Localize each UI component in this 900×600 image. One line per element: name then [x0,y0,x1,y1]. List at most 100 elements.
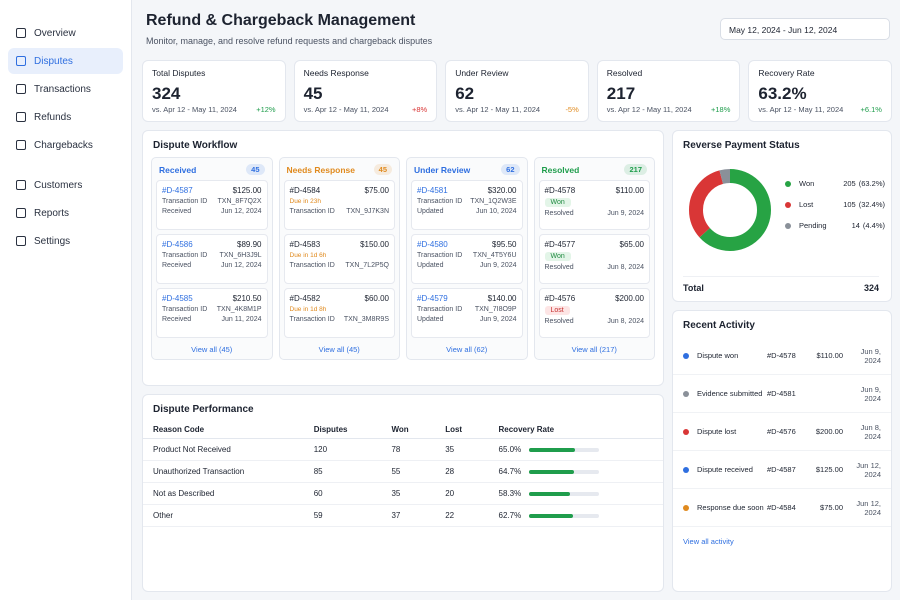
activity-item[interactable]: Dispute won #D-4578 $110.00 Jun 9, 2024 [673,337,891,375]
activity-item[interactable]: Response due soon #D-4584 $75.00 Jun 12, 20… [673,489,891,527]
kpi-period: vs. Apr 12 - May 11, 2024 [758,105,844,114]
nav-icon [16,112,26,122]
dispute-card[interactable]: #D-4577 $65.00 Won Resolved Jun 8, 2024 [538,234,650,284]
nav-item[interactable]: Customers [8,172,123,198]
panel-title: Dispute Workflow [153,140,238,151]
cell-reason: Other [143,504,304,527]
dispute-card[interactable]: #D-4587 $125.00 Transaction ID TXN_8F7Q2X Re… [156,180,268,230]
dispute-card[interactable]: #D-4584 $75.00 Due in 23h Transaction ID TXN… [283,180,395,230]
activity-item[interactable]: Dispute received #D-4587 $125.00 Jun 12, 20… [673,451,891,489]
kpi-card: Under Review 62 vs. Apr 12 - May 11, 2024 -… [445,60,589,122]
dispute-id: #D-4583 [289,240,321,249]
table-row: Not as Described 60 35 20 58.3% [143,482,663,505]
view-all-link[interactable]: View all (45) [318,345,360,354]
nav-icon [16,84,26,94]
nav-item[interactable]: Disputes [8,48,123,74]
activity-event: Evidence submitted [697,389,763,398]
row-label: Updated [417,316,444,323]
dispute-amount: $110.00 [615,186,644,195]
dispute-id: #D-4576 [544,294,576,303]
row-value: Jun 9, 2024 [607,210,644,217]
row-label: Updated [417,208,444,215]
dispute-card[interactable]: #D-4582 $60.00 Due in 1d 8h Transaction ID T… [283,288,395,338]
legend-item: Lost 105 (32.4%) [785,200,885,209]
activity-item[interactable]: Dispute lost #D-4576 $200.00 Jun 8, 2024 [673,413,891,451]
column-name: Needs Response [286,164,356,175]
card-row: Transaction ID TXN_8F7Q2X [162,198,262,205]
rate-label: 58.3% [498,489,522,498]
dispute-card[interactable]: #D-4583 $150.00 Due in 1d 6h Transaction ID… [283,234,395,284]
legend-count: 14 [851,221,860,230]
workflow-column: Received 45 #D-4587 $125.00 Transaction ID TX… [151,157,273,360]
nav-item[interactable]: Chargebacks [8,132,123,158]
status-badge: Won [544,252,571,261]
status-total: Total 324 [683,276,879,293]
dispute-card[interactable]: #D-4586 $89.90 Transaction ID TXN_6H3J9L Rec… [156,234,268,284]
rate-label: 64.7% [498,467,522,476]
card-row: Received Jun 12, 2024 [162,262,262,269]
view-all-link[interactable]: View all (45) [191,345,233,354]
row-label: Received [162,262,192,269]
kpi-value: 62 [455,84,475,103]
dispute-id: #D-4578 [544,186,576,195]
activity-id: #D-4581 [767,389,796,398]
cell-disputes: 60 [303,482,382,505]
column-header: Disputes [303,421,382,439]
dispute-card[interactable]: #D-4579 $140.00 Transaction ID TXN_7I8O9P Up… [411,288,523,338]
nav-item[interactable]: Reports [8,200,123,226]
rate-bar [529,513,574,518]
kpi-value: 45 [303,84,323,103]
nav-label: Chargebacks [34,139,93,151]
row-label: Transaction ID [289,316,335,323]
kpi-label: Needs Response [303,68,369,78]
activity-event: Dispute won [697,351,739,360]
dispute-id: #D-4579 [417,294,448,303]
cell-lost: 22 [435,504,489,527]
dispute-card[interactable]: #D-4576 $200.00 Lost Resolved Jun 8, 2024 [538,288,650,338]
row-label: Updated [417,262,444,269]
view-all-activity[interactable]: View all activity [683,537,734,546]
row-value: Jun 11, 2024 [221,316,262,323]
activity-item[interactable]: Evidence submitted #D-4581 Jun 9, 2024 [673,375,891,413]
dispute-amount: $95.50 [492,240,517,249]
nav-item[interactable]: Transactions [8,76,123,102]
card-row: Transaction ID TXN_7I8O9P [417,306,517,313]
row-value: Jun 9, 2024 [479,316,517,323]
column-name: Received [159,164,197,175]
kpi-value: 217 [606,84,636,103]
kpi-value: 63.2% [758,84,807,103]
legend-item: Pending 14 (4.4%) [785,221,885,230]
card-row: Resolved Jun 8, 2024 [545,318,645,325]
view-all-link[interactable]: View all (217) [571,345,617,354]
dispute-card[interactable]: #D-4581 $320.00 Transaction ID TXN_1Q2W3E Up… [411,180,523,230]
legend-dot [785,222,791,229]
nav-item[interactable]: Refunds [8,104,123,130]
card-row: Transaction ID TXN_3M8R9S [290,316,390,323]
row-label: Resolved [544,318,574,325]
card-row: Resolved Jun 8, 2024 [545,264,645,271]
dispute-card[interactable]: #D-4580 $95.50 Transaction ID TXN_4T5Y6U Upd… [411,234,523,284]
dispute-card[interactable]: #D-4578 $110.00 Won Resolved Jun 9, 2024 [538,180,650,230]
dispute-card[interactable]: #D-4585 $210.50 Transaction ID TXN_4K8M1P Re… [156,288,268,338]
row-value: Jun 12, 2024 [221,262,262,269]
activity-date: Jun 9, 2024 [860,346,881,365]
kpi-period: vs. Apr 12 - May 11, 2024 [303,105,389,114]
row-value: Jun 12, 2024 [221,208,262,215]
nav-item[interactable]: Settings [8,228,123,254]
column-count: 217 [624,164,647,175]
kpi-period: vs. Apr 12 - May 11, 2024 [606,105,692,114]
view-all-link[interactable]: View all (62) [446,345,488,354]
total-label: Total [683,283,704,293]
date-picker[interactable]: May 12, 2024 - Jun 12, 2024 [720,18,890,40]
activity-amount: $200.00 [815,427,843,436]
column-header: Received 45 [156,162,268,180]
legend-count: 205 [843,179,856,188]
dispute-amount: $60.00 [364,294,389,303]
workflow-columns: Received 45 #D-4587 $125.00 Transaction ID TX… [143,157,663,360]
nav-label: Disputes [34,55,73,67]
nav-item[interactable]: Overview [8,20,123,46]
legend-name: Lost [799,200,814,209]
card-row: Transaction ID TXN_4K8M1P [162,306,262,313]
card-top: #D-4585 $210.50 [162,294,262,303]
column-count: 62 [501,164,520,175]
